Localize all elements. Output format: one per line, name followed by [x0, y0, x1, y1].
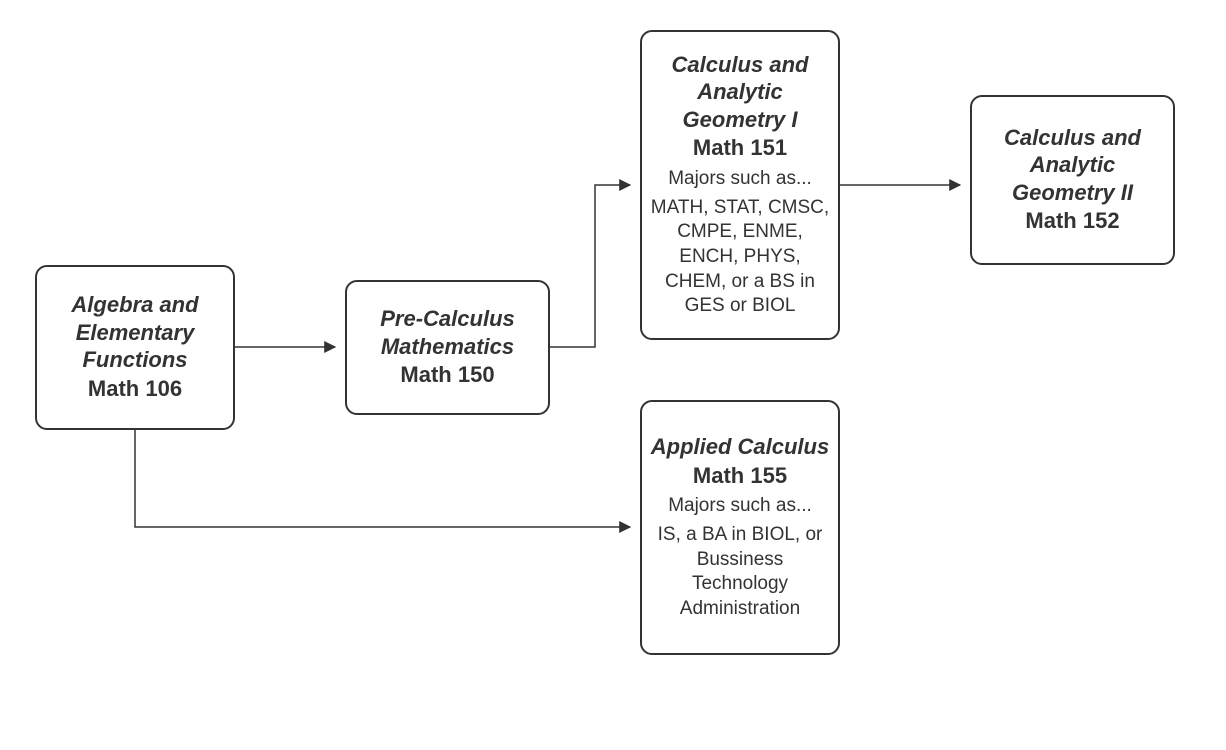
node-majors-body: IS, a BA in BIOL, or Bussiness Technolog… — [650, 523, 830, 622]
node-math155: Applied Calculus Math 155 Majors such as… — [640, 400, 840, 655]
node-title: Applied Calculus — [651, 433, 829, 461]
node-math151: Calculus and Analytic Geometry I Math 15… — [640, 30, 840, 340]
node-title: Algebra and Elementary Functions — [45, 291, 225, 374]
node-math150: Pre-Calculus Mathematics Math 150 — [345, 280, 550, 415]
edge-106-155 — [135, 430, 630, 527]
node-code: Math 106 — [88, 374, 182, 404]
edge-150-151 — [550, 185, 630, 347]
node-majors-intro: Majors such as... — [668, 167, 812, 192]
node-math106: Algebra and Elementary Functions Math 10… — [35, 265, 235, 430]
node-code: Math 151 — [693, 133, 787, 163]
node-majors-body: MATH, STAT, CMSC, CMPE, ENME, ENCH, PHYS… — [650, 196, 830, 319]
node-title: Calculus and Analytic Geometry II — [980, 124, 1165, 207]
flowchart-canvas: Algebra and Elementary Functions Math 10… — [0, 0, 1226, 750]
node-code: Math 152 — [1025, 206, 1119, 236]
node-code: Math 150 — [400, 360, 494, 390]
node-majors-intro: Majors such as... — [668, 494, 812, 519]
node-code: Math 155 — [693, 461, 787, 491]
node-math152: Calculus and Analytic Geometry II Math 1… — [970, 95, 1175, 265]
node-title: Calculus and Analytic Geometry I — [650, 51, 830, 134]
node-title: Pre-Calculus Mathematics — [355, 305, 540, 360]
